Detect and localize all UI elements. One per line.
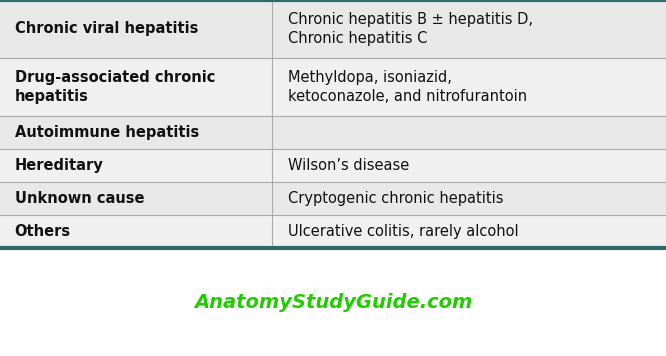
Text: Wilson’s disease: Wilson’s disease	[288, 158, 410, 173]
Text: Unknown cause: Unknown cause	[15, 191, 144, 206]
Bar	[272, 149, 666, 182]
Text: Autoimmune hepatitis: Autoimmune hepatitis	[15, 125, 199, 140]
Bar	[272, 116, 666, 149]
Bar	[0, 215, 272, 248]
Bar	[272, 58, 666, 116]
Bar	[0, 58, 272, 116]
Bar	[0, 0, 272, 58]
Bar	[0, 182, 272, 215]
Bar	[0, 149, 272, 182]
Bar	[272, 182, 666, 215]
Text: Methyldopa, isoniazid,
ketoconazole, and nitrofurantoin: Methyldopa, isoniazid, ketoconazole, and…	[288, 70, 527, 104]
Text: Chronic viral hepatitis: Chronic viral hepatitis	[15, 21, 198, 37]
Text: Ulcerative colitis, rarely alcohol: Ulcerative colitis, rarely alcohol	[288, 224, 519, 239]
Text: AnatomyStudyGuide.com: AnatomyStudyGuide.com	[194, 293, 472, 312]
Bar	[272, 0, 666, 58]
Bar	[0, 116, 272, 149]
Bar	[272, 215, 666, 248]
Text: Others: Others	[15, 224, 71, 239]
Text: Hereditary: Hereditary	[15, 158, 103, 173]
Text: Chronic hepatitis B ± hepatitis D,
Chronic hepatitis C: Chronic hepatitis B ± hepatitis D, Chron…	[288, 12, 533, 46]
Text: Drug-associated chronic
hepatitis: Drug-associated chronic hepatitis	[15, 70, 215, 104]
Text: Cryptogenic chronic hepatitis: Cryptogenic chronic hepatitis	[288, 191, 504, 206]
